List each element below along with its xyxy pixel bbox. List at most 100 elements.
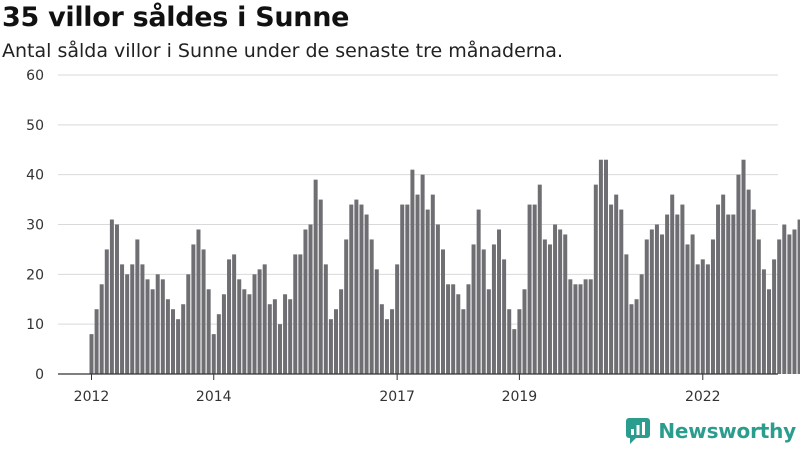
- y-tick-label: 10: [26, 317, 44, 333]
- bar: [721, 194, 726, 374]
- bar: [354, 199, 359, 374]
- bar: [741, 159, 746, 374]
- bar: [415, 194, 420, 374]
- bar: [700, 259, 705, 374]
- bar: [563, 234, 568, 374]
- bar: [670, 194, 675, 374]
- bar: [99, 284, 104, 374]
- bar: [446, 284, 451, 374]
- bar: [491, 244, 496, 374]
- bar: [512, 329, 517, 374]
- y-tick-label: 0: [35, 367, 44, 383]
- bar: [588, 279, 593, 374]
- bar: [435, 224, 440, 374]
- bar: [573, 284, 578, 374]
- y-tick-label: 50: [26, 118, 44, 134]
- bar: [227, 259, 232, 374]
- bar: [109, 219, 114, 374]
- bar: [288, 299, 293, 374]
- bar: [206, 289, 211, 374]
- bar: [339, 289, 344, 374]
- bar: [497, 229, 502, 374]
- bar: [782, 224, 787, 374]
- bar: [130, 264, 135, 374]
- bar: [379, 304, 384, 374]
- bar: [165, 299, 170, 374]
- bar: [293, 254, 298, 374]
- bar: [257, 269, 262, 374]
- bar: [242, 289, 247, 374]
- bar: [690, 234, 695, 374]
- y-tick-label: 20: [26, 267, 44, 283]
- bar: [471, 244, 476, 374]
- bar: [481, 249, 486, 374]
- bar: [171, 309, 175, 374]
- bar: [191, 244, 196, 374]
- bar: [369, 239, 374, 374]
- bar: [629, 304, 634, 374]
- chart-subtitle: Antal sålda villor i Sunne under de sena…: [2, 40, 563, 62]
- bar: [634, 299, 639, 374]
- bar: [792, 229, 797, 374]
- bar: [160, 279, 165, 374]
- bar: [150, 289, 155, 374]
- bar: [390, 309, 395, 374]
- bar: [283, 294, 288, 374]
- bar: [695, 264, 700, 374]
- bar: [440, 249, 445, 374]
- bar: [359, 204, 364, 374]
- bar: [705, 264, 710, 374]
- bar: [155, 274, 160, 374]
- y-tick-label: 40: [26, 168, 44, 184]
- bar: [384, 319, 389, 374]
- bar: [767, 289, 771, 374]
- bar: [598, 159, 603, 374]
- bar: [726, 214, 731, 374]
- x-tick-label: 2022: [685, 389, 721, 405]
- bar: [593, 184, 598, 374]
- bar: [104, 249, 109, 374]
- bar: [303, 229, 308, 374]
- bar: [761, 269, 766, 374]
- newsworthy-logo-icon: [626, 418, 651, 444]
- bar: [537, 184, 542, 374]
- bar: [542, 239, 547, 374]
- bar: [262, 264, 267, 374]
- bar: [502, 259, 507, 374]
- bar: [221, 294, 226, 374]
- bar: [619, 209, 624, 374]
- bar: [313, 179, 318, 374]
- y-tick-label: 30: [26, 218, 44, 234]
- newsworthy-logo: Newsworthy: [626, 418, 796, 444]
- bar: [797, 219, 800, 374]
- bar: [522, 289, 527, 374]
- x-tick-label: 2014: [196, 389, 232, 405]
- bar: [308, 224, 313, 374]
- bar: [609, 204, 614, 374]
- bar: [527, 204, 532, 374]
- bar: [211, 334, 216, 374]
- bar: [232, 254, 237, 374]
- bar: [328, 319, 333, 374]
- bar: [267, 304, 272, 374]
- bar: [675, 214, 680, 374]
- bar: [395, 264, 400, 374]
- bar: [344, 239, 349, 374]
- bar: [120, 264, 125, 374]
- bar: [583, 279, 588, 374]
- bar: [660, 234, 665, 374]
- bar: [364, 214, 369, 374]
- bar: [461, 309, 466, 374]
- bar: [349, 204, 354, 374]
- bar: [685, 244, 690, 374]
- bar: [135, 239, 140, 374]
- bar: [140, 264, 145, 374]
- bar: [603, 159, 608, 374]
- bar: [410, 169, 415, 374]
- bar: [716, 204, 721, 374]
- bar: [756, 239, 761, 374]
- bar: [186, 274, 191, 374]
- bar: [298, 254, 303, 374]
- bar: [420, 174, 425, 374]
